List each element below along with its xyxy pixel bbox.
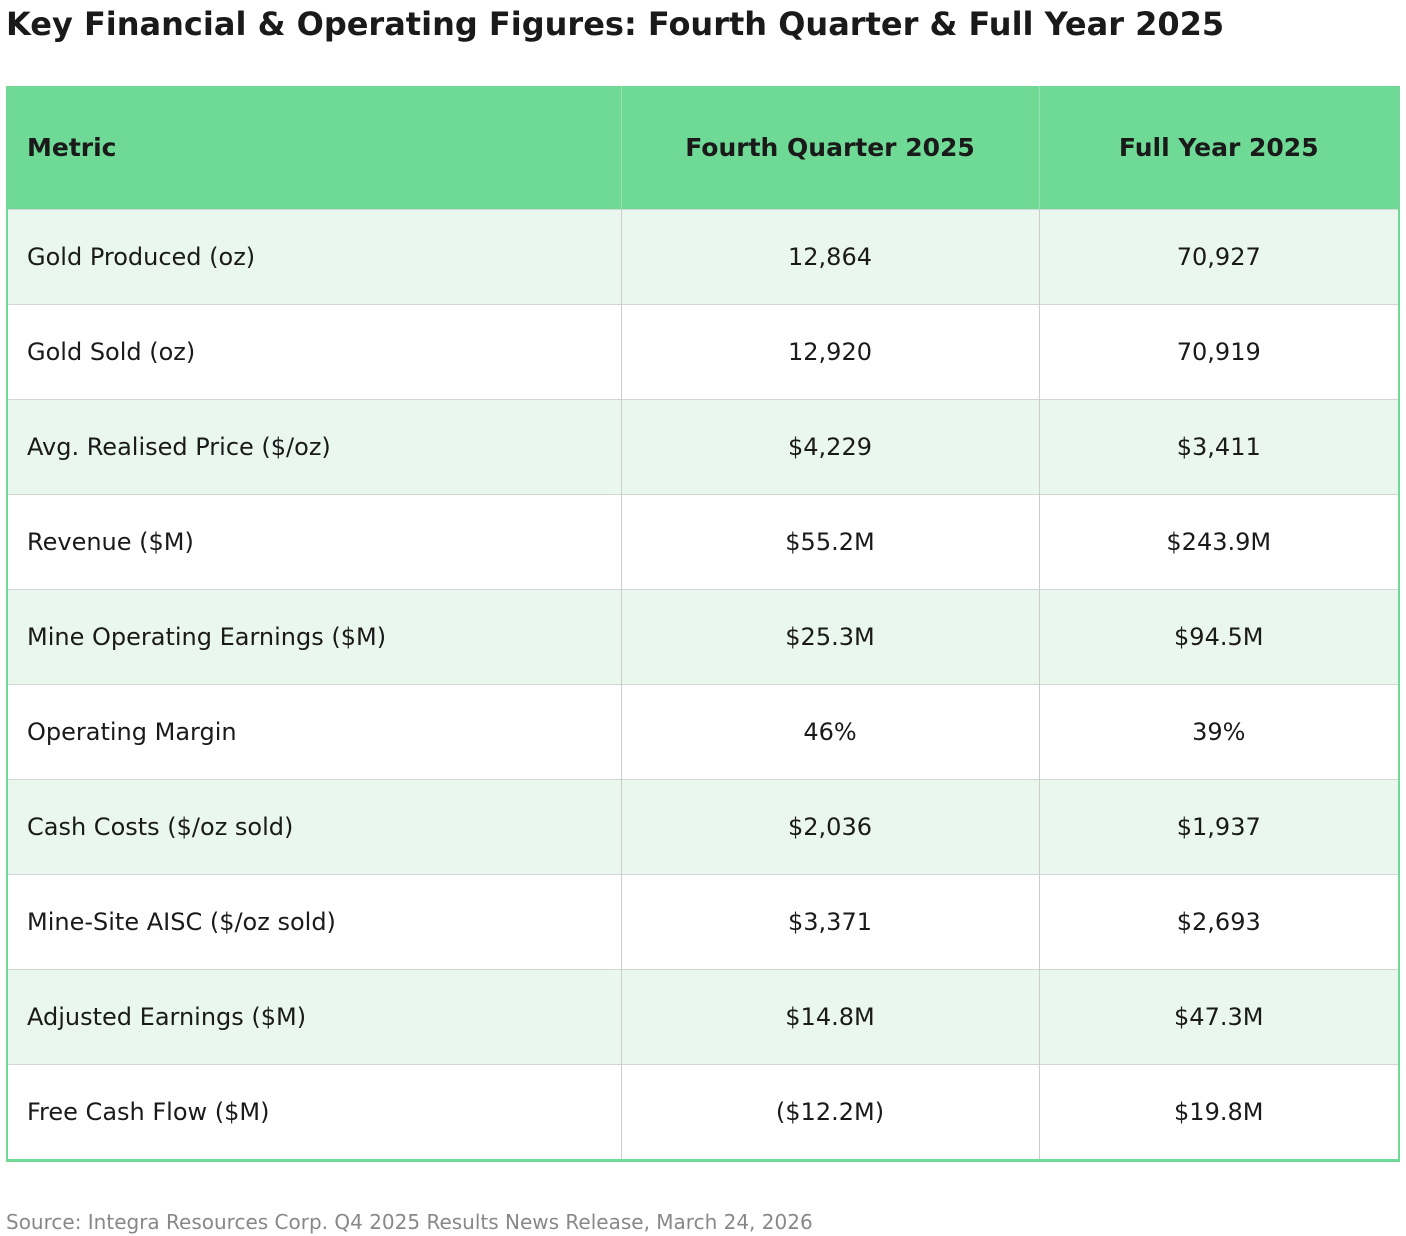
metric-cell: Adjusted Earnings ($M) (27, 1002, 307, 1031)
metric-cell: Gold Sold (oz) (27, 337, 196, 366)
fy-value-cell: $1,937 (1038, 779, 1398, 874)
table-row: Operating Margin 46% 39% (8, 684, 1398, 779)
metric-cell: Mine Operating Earnings ($M) (27, 622, 387, 651)
q4-value-cell: $14.8M (620, 969, 1039, 1064)
fy-value-cell: 70,919 (1038, 304, 1398, 399)
table-row: Adjusted Earnings ($M) $14.8M $47.3M (8, 969, 1398, 1064)
table-row: Mine Operating Earnings ($M) $25.3M $94.… (8, 589, 1398, 684)
source-note: Source: Integra Resources Corp. Q4 2025 … (6, 1210, 813, 1234)
fy-value-cell: $47.3M (1038, 969, 1398, 1064)
column-header-fourth-quarter: Fourth Quarter 2025 (620, 86, 1039, 209)
table-row: Gold Sold (oz) 12,920 70,919 (8, 304, 1398, 399)
q4-value-cell: ($12.2M) (620, 1064, 1039, 1159)
fy-value-cell: $94.5M (1038, 589, 1398, 684)
fy-value-cell: $19.8M (1038, 1064, 1398, 1159)
q4-value-cell: 12,864 (620, 209, 1039, 304)
q4-value-cell: $55.2M (620, 494, 1039, 589)
data-table: Metric Fourth Quarter 2025 Full Year 202… (8, 86, 1398, 1159)
table-row: Gold Produced (oz) 12,864 70,927 (8, 209, 1398, 304)
chart-title: Key Financial & Operating Figures: Fourt… (6, 5, 1225, 43)
metric-cell: Cash Costs ($/oz sold) (27, 812, 294, 841)
metric-cell: Avg. Realised Price ($/oz) (27, 432, 331, 461)
q4-value-cell: $4,229 (620, 399, 1039, 494)
q4-value-cell: $3,371 (620, 874, 1039, 969)
table-row: Cash Costs ($/oz sold) $2,036 $1,937 (8, 779, 1398, 874)
metric-cell: Operating Margin (27, 717, 237, 746)
data-table-container: Metric Fourth Quarter 2025 Full Year 202… (6, 86, 1400, 1162)
table-row: Revenue ($M) $55.2M $243.9M (8, 494, 1398, 589)
metric-cell: Mine-Site AISC ($/oz sold) (27, 907, 336, 936)
column-header-metric: Metric (27, 132, 117, 162)
q4-value-cell: $2,036 (620, 779, 1039, 874)
metric-cell: Gold Produced (oz) (27, 242, 256, 271)
fy-value-cell: $243.9M (1038, 494, 1398, 589)
metric-cell: Free Cash Flow ($M) (27, 1097, 270, 1126)
q4-value-cell: 46% (620, 684, 1039, 779)
fy-value-cell: $2,693 (1038, 874, 1398, 969)
q4-value-cell: $25.3M (620, 589, 1039, 684)
table-row: Free Cash Flow ($M) ($12.2M) $19.8M (8, 1064, 1398, 1159)
fy-value-cell: 39% (1038, 684, 1398, 779)
fy-value-cell: 70,927 (1038, 209, 1398, 304)
q4-value-cell: 12,920 (620, 304, 1039, 399)
table-row: Avg. Realised Price ($/oz) $4,229 $3,411 (8, 399, 1398, 494)
metric-cell: Revenue ($M) (27, 527, 194, 556)
fy-value-cell: $3,411 (1038, 399, 1398, 494)
table-row: Mine-Site AISC ($/oz sold) $3,371 $2,693 (8, 874, 1398, 969)
column-header-full-year: Full Year 2025 (1038, 86, 1398, 209)
table-header-row: Metric Fourth Quarter 2025 Full Year 202… (8, 86, 1398, 209)
